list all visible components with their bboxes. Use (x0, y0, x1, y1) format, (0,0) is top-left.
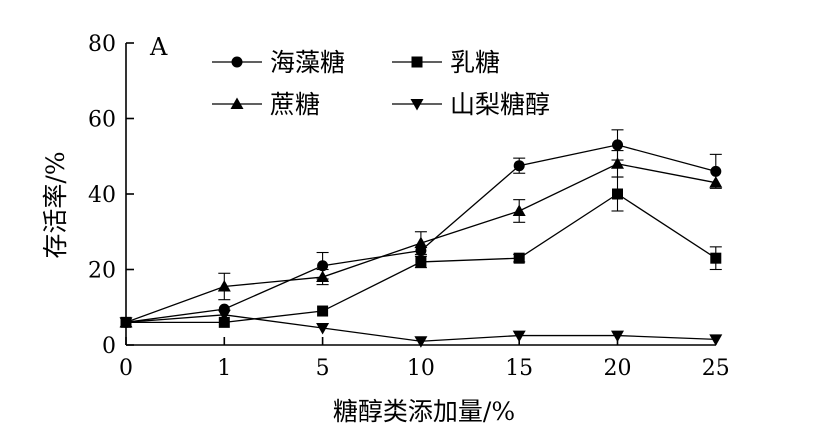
legend-item: 乳糖 (392, 48, 500, 77)
data-point (512, 204, 526, 216)
legend-item: 山梨糖醇 (392, 90, 550, 119)
legend-marker (410, 99, 424, 111)
x-tick-label: 15 (505, 356, 533, 381)
panel-label: A (149, 33, 168, 61)
data-point (217, 279, 231, 292)
data-point (119, 317, 133, 329)
data-point (709, 334, 723, 346)
x-tick-label: 0 (119, 356, 133, 381)
y-axis-title: 存活率/% (41, 151, 70, 258)
data-point (415, 256, 427, 268)
y-tick-label: 80 (88, 32, 116, 57)
legend-item: 海藻糖 (212, 48, 345, 77)
legend-marker (231, 56, 243, 68)
data-point (513, 252, 525, 264)
data-point (710, 165, 722, 177)
y-tick-label: 0 (102, 334, 116, 359)
data-point (218, 316, 230, 328)
x-tick-label: 1 (217, 356, 231, 381)
legend-item: 蔗糖 (212, 90, 320, 119)
data-point (316, 323, 330, 335)
data-point (414, 336, 428, 348)
legend-label: 蔗糖 (270, 90, 320, 119)
legend-label: 海藻糖 (270, 48, 345, 77)
legend-label: 乳糖 (450, 48, 500, 77)
data-point (512, 330, 526, 343)
data-point (317, 260, 329, 272)
x-axis-title: 糖醇类添加量/% (333, 397, 515, 426)
legend-label: 山梨糖醇 (450, 90, 550, 119)
x-tick-label: 10 (407, 356, 435, 381)
error-bars (218, 129, 722, 301)
data-point (710, 252, 722, 264)
legend-marker (411, 56, 423, 68)
data-point (316, 270, 330, 283)
data-point (513, 160, 525, 172)
x-tick-label: 25 (702, 356, 730, 381)
y-tick-label: 60 (88, 108, 116, 133)
x-tick-label: 5 (316, 356, 330, 381)
data-point (612, 139, 623, 151)
data-point (709, 176, 723, 188)
x-tick-label: 20 (604, 356, 632, 381)
y-tick-label: 20 (88, 259, 116, 284)
legend-marker (230, 97, 244, 109)
data-point (611, 157, 624, 169)
data-point (611, 330, 624, 343)
data-point (612, 188, 623, 200)
data-point (317, 305, 329, 317)
data-point (217, 309, 231, 322)
series-markers (119, 139, 723, 348)
data-point (414, 236, 428, 249)
y-tick-label: 40 (88, 183, 116, 208)
